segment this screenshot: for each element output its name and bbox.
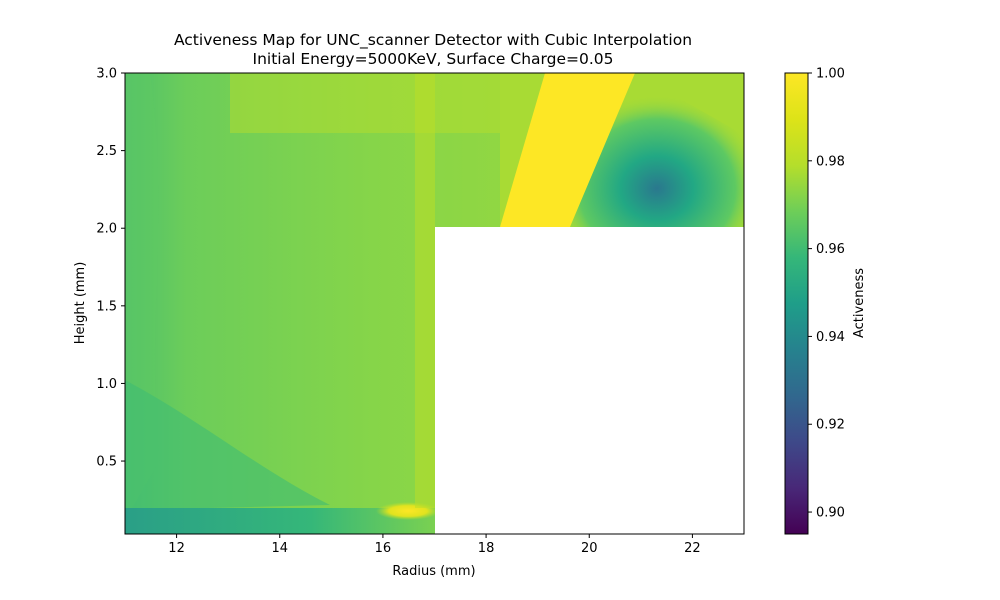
- colorbar-tick-label: 0.96: [816, 242, 845, 257]
- colorbar-tick-label: 0.92: [816, 418, 845, 433]
- chart-subtitle: Initial Energy=5000KeV, Surface Charge=0…: [253, 50, 614, 68]
- chart-title: Activeness Map for UNC_scanner Detector …: [174, 31, 692, 50]
- masked-region: [435, 227, 744, 534]
- colorbar-tick-label: 1.00: [816, 67, 845, 82]
- colorbar: [784, 72, 809, 535]
- colorbar-tick-label: 0.94: [816, 330, 845, 345]
- x-tick-label: 18: [478, 541, 495, 556]
- x-tick-label: 20: [581, 541, 598, 556]
- y-axis-label: Height (mm): [73, 262, 88, 345]
- y-tick-label: 3.0: [96, 67, 117, 82]
- lower-left-region: [125, 380, 330, 510]
- x-tick-label: 16: [375, 541, 392, 556]
- colorbar-tick-label: 0.90: [816, 506, 845, 521]
- y-tick-label: 2.5: [96, 144, 117, 159]
- x-tick-label: 22: [684, 541, 701, 556]
- x-tick-label: 12: [168, 541, 185, 556]
- top-yellow-region: [230, 73, 530, 133]
- dip-region: [570, 73, 744, 227]
- colorbar-tick-label: 0.98: [816, 154, 845, 169]
- y-tick-label: 2.0: [96, 222, 117, 237]
- x-tick-label: 14: [271, 541, 288, 556]
- x-axis-label: Radius (mm): [392, 564, 475, 579]
- y-tick-label: 1.0: [96, 377, 117, 392]
- plot-frame: [124, 72, 745, 535]
- colorbar-label: Activeness: [852, 268, 867, 338]
- x-axis-ticks: 12 14 16 18 20 22: [168, 534, 701, 556]
- heatmap-area: [125, 73, 744, 534]
- y-tick-label: 0.5: [96, 455, 117, 470]
- yellow-stripe: [500, 73, 635, 227]
- y-axis-ticks: 0.5 1.0 1.5 2.0 2.5 3.0: [96, 67, 125, 470]
- colorbar-ticks: 0.90 0.92 0.94 0.96 0.98 1.00: [808, 67, 845, 521]
- y-tick-label: 1.5: [96, 299, 117, 314]
- column-near-r17: [415, 73, 435, 508]
